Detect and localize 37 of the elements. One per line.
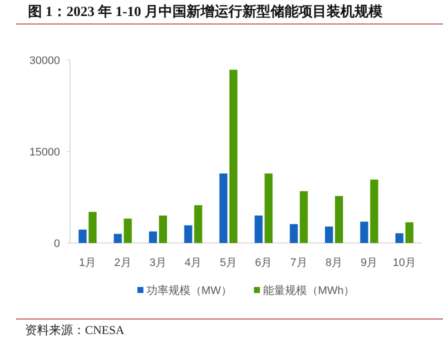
bar <box>254 216 263 243</box>
bar <box>184 225 192 243</box>
annotations: 资料来源：CNESA <box>25 323 124 337</box>
bar <box>114 234 122 243</box>
legend-label: 能量规模（MWh） <box>262 284 355 297</box>
x-tick-label: 10月 <box>392 257 416 269</box>
bar <box>360 222 368 243</box>
x-tick-label: 3月 <box>149 257 167 269</box>
y-tick-label: 0 <box>54 238 60 250</box>
x-tick-label: 9月 <box>360 257 378 269</box>
bar <box>194 205 202 243</box>
bar <box>88 212 97 243</box>
bar <box>290 224 298 243</box>
y-tick-label: 15000 <box>29 146 60 158</box>
bar <box>78 230 87 243</box>
bar <box>229 70 238 243</box>
bar <box>264 173 273 243</box>
bar <box>300 191 308 243</box>
bar <box>219 173 228 243</box>
bar <box>325 226 333 243</box>
x-tick-label: 6月 <box>255 257 272 269</box>
bar <box>149 231 157 243</box>
x-tick-label: 1月 <box>79 257 96 269</box>
x-tick-label: 2月 <box>114 257 132 269</box>
legend-label: 功率规模（MW） <box>146 284 232 297</box>
x-tick-label: 5月 <box>220 257 237 269</box>
bar <box>370 180 378 243</box>
bar <box>395 233 404 243</box>
title: 图 1：2023 年 1-10 月中国新增运行新型储能项目装机规模 <box>28 5 383 20</box>
x-tick-label: 7月 <box>290 257 308 269</box>
y-tick-label: 30000 <box>29 55 60 67</box>
bar <box>405 222 414 243</box>
bar <box>124 218 132 243</box>
bar <box>335 196 343 243</box>
x-tick-label: 4月 <box>184 257 202 269</box>
x-tick-label: 8月 <box>325 257 343 269</box>
bar <box>159 216 167 243</box>
